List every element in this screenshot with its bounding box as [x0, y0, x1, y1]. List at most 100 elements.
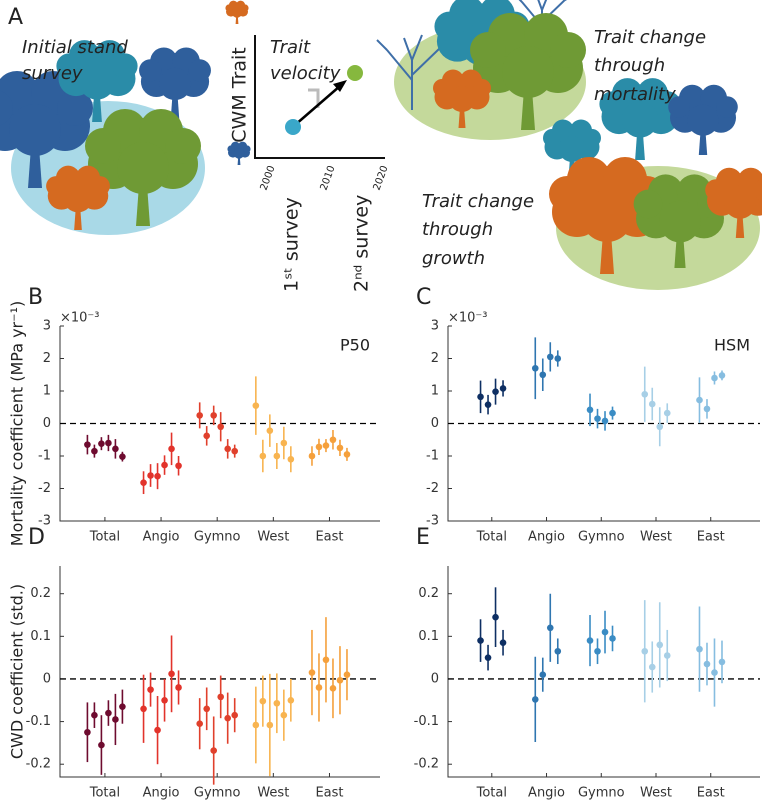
- caption: survey: [22, 63, 83, 84]
- point: [711, 374, 718, 382]
- x-tick-label: East: [315, 530, 343, 545]
- point: [140, 479, 147, 486]
- annotation: HSM: [714, 336, 750, 355]
- point: [718, 372, 726, 379]
- arrow: [294, 85, 341, 126]
- x-tick-label: Total: [476, 786, 507, 801]
- canopy: [716, 96, 738, 118]
- point: [280, 711, 288, 719]
- axis-exponent: ×10⁻³: [60, 311, 100, 326]
- canopy: [0, 90, 13, 126]
- panel-label: E: [416, 525, 430, 550]
- y-tick-label: -0.2: [26, 757, 51, 772]
- tree: [139, 47, 211, 120]
- dead-tree: [376, 34, 451, 110]
- point: [105, 709, 112, 717]
- y-tick-label: 1: [43, 384, 51, 399]
- point: [84, 728, 91, 736]
- point: [175, 684, 182, 691]
- canopy: [473, 79, 491, 97]
- point: [539, 371, 547, 379]
- point: [266, 721, 274, 729]
- point: [718, 658, 726, 666]
- canopy: [241, 4, 249, 12]
- axis-label: 2ⁿᵈ survey: [351, 195, 373, 292]
- tree: [227, 141, 251, 165]
- x-tick-label: Gymno: [194, 786, 241, 801]
- point: [210, 412, 217, 419]
- y-tick-label: 0.1: [418, 629, 439, 644]
- y-tick-label: 3: [431, 319, 439, 334]
- point: [140, 705, 147, 713]
- panel-label: D: [28, 525, 45, 550]
- point: [280, 439, 288, 447]
- y-tick-label: 0.2: [418, 586, 439, 601]
- x-tick-label: Gymno: [194, 530, 241, 545]
- point: [196, 412, 203, 419]
- y-tick-label: 0: [43, 671, 51, 686]
- point: [554, 355, 562, 362]
- point: [492, 613, 499, 621]
- point: [609, 409, 616, 417]
- x-tick-label: Gymno: [578, 530, 625, 545]
- point: [175, 462, 182, 470]
- point: [168, 445, 175, 453]
- point: [609, 635, 616, 642]
- point: [546, 624, 554, 632]
- canopy: [112, 53, 138, 79]
- canopy: [633, 189, 663, 219]
- point: [119, 453, 126, 460]
- y-tick-label: -0.2: [414, 757, 439, 772]
- axis-label: 1ˢᵗ survey: [281, 197, 303, 292]
- canopy: [117, 142, 169, 194]
- caption: mortality: [594, 84, 676, 105]
- canopy: [78, 63, 116, 100]
- y-tick-label: -2: [38, 481, 51, 496]
- y-tick-label: -1: [38, 449, 51, 464]
- tree: [599, 78, 681, 160]
- y-tick-label: -1: [426, 449, 439, 464]
- canopy: [90, 176, 110, 196]
- x-tick-label: Total: [89, 530, 120, 545]
- axis: [59, 566, 380, 778]
- x-tick-label: East: [697, 786, 725, 801]
- caption: Trait change: [422, 191, 534, 212]
- point: [322, 656, 330, 664]
- canopy: [233, 148, 245, 159]
- y-tick-label: -0.1: [26, 714, 51, 729]
- point: [539, 671, 547, 678]
- point: [546, 353, 554, 361]
- canopy: [139, 59, 162, 82]
- point: [217, 693, 224, 701]
- y-tick-label: 0: [431, 416, 439, 431]
- y-tick-label: -2: [426, 481, 439, 496]
- canopy: [581, 190, 633, 242]
- tree: [705, 167, 762, 238]
- x-tick-label: West: [640, 786, 672, 801]
- y-tick-label: 0.2: [30, 586, 51, 601]
- point: [308, 452, 316, 460]
- canopy: [449, 86, 475, 112]
- y-tick-label: 3: [43, 319, 51, 334]
- point: [266, 427, 274, 434]
- point: [91, 447, 98, 455]
- canopy: [433, 79, 451, 97]
- caption: velocity: [270, 63, 341, 84]
- point: [252, 721, 260, 729]
- panel-label: A: [8, 5, 23, 30]
- point: [147, 472, 154, 479]
- point: [696, 645, 703, 653]
- point: [711, 669, 718, 676]
- canopy: [549, 176, 585, 212]
- x-tick-label: Total: [476, 530, 507, 545]
- point: [703, 660, 711, 668]
- point: [484, 654, 492, 661]
- point: [696, 396, 703, 404]
- x-tick-label: West: [257, 530, 289, 545]
- point: [231, 711, 238, 719]
- point: [343, 671, 351, 678]
- illustration: [0, 0, 762, 290]
- y-tick-label: 0.1: [30, 629, 51, 644]
- point: [499, 639, 507, 647]
- x-tick-label: Angio: [528, 530, 565, 545]
